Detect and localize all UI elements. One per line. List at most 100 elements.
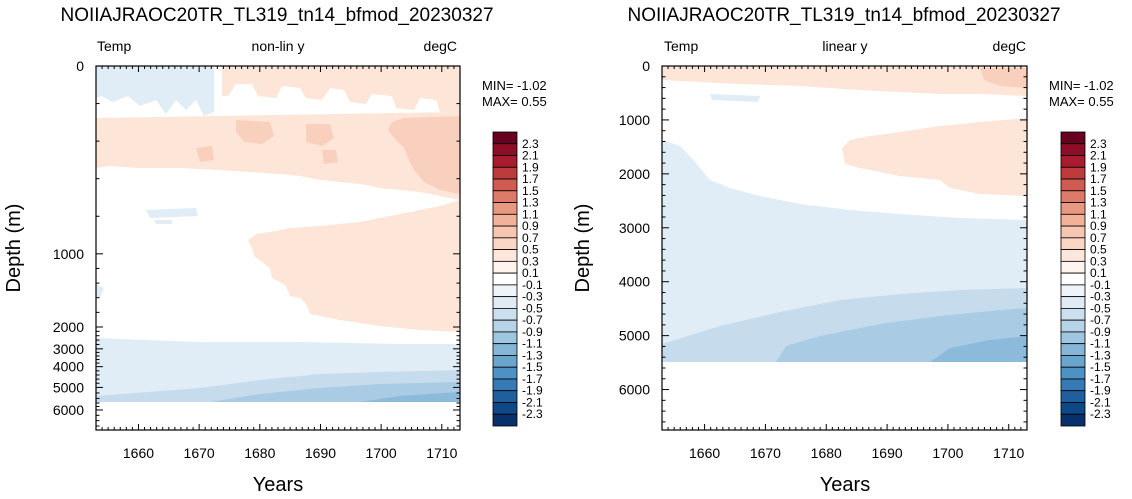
colorbar-swatch bbox=[492, 413, 518, 427]
colorbar-swatch bbox=[492, 260, 518, 274]
right-min-label: MIN= -1.02 bbox=[1049, 78, 1114, 93]
right-field-surface-warm-mid bbox=[980, 68, 1027, 88]
x-tick-label: 1700 bbox=[366, 445, 397, 461]
colorbar-swatch bbox=[1060, 307, 1086, 321]
colorbar-swatch bbox=[1060, 296, 1086, 309]
colorbar-swatch bbox=[1060, 166, 1086, 180]
colorbar-label: 2.3 bbox=[1090, 137, 1107, 151]
colorbar-swatch bbox=[1060, 355, 1086, 368]
colorbar-swatch bbox=[492, 166, 518, 180]
colorbar-label: 1.7 bbox=[522, 172, 539, 186]
colorbar-label: 2.1 bbox=[522, 149, 539, 163]
left-x-axis-label: Years bbox=[253, 474, 303, 496]
colorbar-label: -2.1 bbox=[522, 395, 543, 409]
y-tick-label: 2000 bbox=[53, 319, 84, 335]
colorbar-label: 0.1 bbox=[522, 266, 539, 280]
colorbar-label: 2.3 bbox=[522, 137, 539, 151]
colorbar-swatch bbox=[1060, 131, 1086, 145]
x-tick-label: 1690 bbox=[872, 445, 903, 461]
colorbar-label: -1.1 bbox=[522, 337, 543, 351]
left-field-upper-warm-mid bbox=[388, 116, 460, 194]
left-header-scale: non-lin y bbox=[252, 38, 305, 54]
colorbar-swatch bbox=[492, 272, 518, 286]
colorbar-swatch bbox=[492, 284, 518, 298]
colorbar-label: 0.7 bbox=[1090, 231, 1107, 245]
right-field-surface-cool-spot bbox=[710, 94, 760, 102]
colorbar-label: -0.3 bbox=[1090, 290, 1111, 304]
colorbar-swatch bbox=[1060, 178, 1086, 192]
y-tick-label: 1000 bbox=[53, 246, 84, 262]
colorbar-swatch bbox=[1060, 319, 1086, 333]
left-temperature-field bbox=[96, 66, 460, 402]
colorbar-label: -0.1 bbox=[1090, 278, 1111, 292]
colorbar-swatch bbox=[492, 402, 518, 415]
colorbar-swatch bbox=[492, 190, 518, 203]
colorbar-swatch bbox=[1060, 190, 1086, 203]
colorbar-swatch bbox=[1060, 390, 1086, 403]
right-header-variable: Temp bbox=[664, 38, 698, 54]
x-tick-label: 1670 bbox=[750, 445, 781, 461]
colorbar-swatch bbox=[492, 390, 518, 403]
colorbar-swatch bbox=[492, 319, 518, 333]
y-tick-label: 3000 bbox=[53, 341, 84, 357]
y-tick-label: 0 bbox=[76, 58, 84, 74]
colorbar-swatch bbox=[1060, 366, 1086, 380]
right-field-surface-warm bbox=[662, 66, 1027, 96]
left-max-label: MAX= 0.55 bbox=[482, 94, 547, 109]
x-tick-label: 1690 bbox=[305, 445, 336, 461]
right-plot-area: 1660 1670 1680 1690 1700 1710 0 1000 2000 3000 40… bbox=[619, 58, 1028, 461]
colorbar-swatch bbox=[492, 213, 518, 227]
left-field-cool-lens2 bbox=[154, 220, 172, 224]
colorbar-swatch bbox=[492, 155, 518, 168]
left-field-surface-cool bbox=[96, 66, 214, 116]
colorbar-label: 2.1 bbox=[1090, 149, 1107, 163]
colorbar-swatch bbox=[492, 131, 518, 145]
colorbar-swatch bbox=[1060, 343, 1086, 356]
colorbar-label: -0.7 bbox=[1090, 313, 1111, 327]
colorbar-swatch bbox=[492, 225, 518, 239]
left-field-deep-cool-darker bbox=[360, 392, 460, 402]
colorbar-label: 1.3 bbox=[1090, 196, 1107, 210]
y-tick-label: 6000 bbox=[619, 382, 650, 398]
left-y-axis: 0 1000 2000 3000 4000 5000 6000 bbox=[53, 58, 460, 427]
left-y-axis-label: Depth (m) bbox=[3, 204, 25, 293]
colorbar-label: 0.9 bbox=[522, 219, 539, 233]
colorbar-label: 1.7 bbox=[1090, 172, 1107, 186]
left-field-upper-warm-patch4 bbox=[322, 150, 338, 164]
left-plot-area: 1660 1670 1680 1690 1700 1710 0 1000 2000 3000 40… bbox=[53, 58, 461, 461]
colorbar-label: -1.1 bbox=[1090, 337, 1111, 351]
y-tick-label: 3000 bbox=[619, 220, 650, 236]
colorbar-label: -1.5 bbox=[1090, 360, 1111, 374]
x-tick-label: 1670 bbox=[184, 445, 215, 461]
left-colorbar: 2.32.11.91.71.51.31.10.90.70.50.30.1-0.1… bbox=[492, 131, 543, 427]
colorbar-label: 1.3 bbox=[522, 196, 539, 210]
left-field-mid-warm bbox=[248, 200, 460, 332]
y-tick-label: 6000 bbox=[53, 402, 84, 418]
colorbar-label: 0.5 bbox=[522, 243, 539, 257]
right-y-axis-label: Depth (m) bbox=[572, 204, 594, 293]
left-min-label: MIN= -1.02 bbox=[482, 78, 547, 93]
colorbar-swatch bbox=[492, 178, 518, 192]
colorbar-label: 1.1 bbox=[1090, 207, 1107, 221]
colorbar-label: -2.3 bbox=[522, 407, 543, 421]
right-chart-panel: NOIIAJRAOC20TR_TL319_tn14_bfmod_20230327… bbox=[572, 5, 1114, 496]
x-tick-label: 1660 bbox=[689, 445, 720, 461]
x-tick-label: 1680 bbox=[811, 445, 842, 461]
colorbar-swatch bbox=[492, 355, 518, 368]
right-field-deep-cool-darker bbox=[930, 336, 1027, 362]
colorbar-label: -0.7 bbox=[522, 313, 543, 327]
colorbar-swatch bbox=[1060, 225, 1086, 239]
colorbar-label: 0.3 bbox=[1090, 254, 1107, 268]
left-header-variable: Temp bbox=[97, 38, 131, 54]
colorbar-swatch bbox=[492, 202, 518, 215]
colorbar-swatch bbox=[492, 143, 518, 156]
colorbar-label: -1.9 bbox=[1090, 384, 1111, 398]
colorbar-label: -1.3 bbox=[522, 348, 543, 362]
y-tick-label: 4000 bbox=[619, 274, 650, 290]
right-header-units: degC bbox=[993, 38, 1026, 54]
colorbar-label: 1.5 bbox=[522, 184, 539, 198]
colorbar-swatch bbox=[1060, 237, 1086, 250]
left-field-cool-lens bbox=[146, 208, 198, 218]
colorbar-label: 0.9 bbox=[1090, 219, 1107, 233]
y-tick-label: 2000 bbox=[619, 166, 650, 182]
